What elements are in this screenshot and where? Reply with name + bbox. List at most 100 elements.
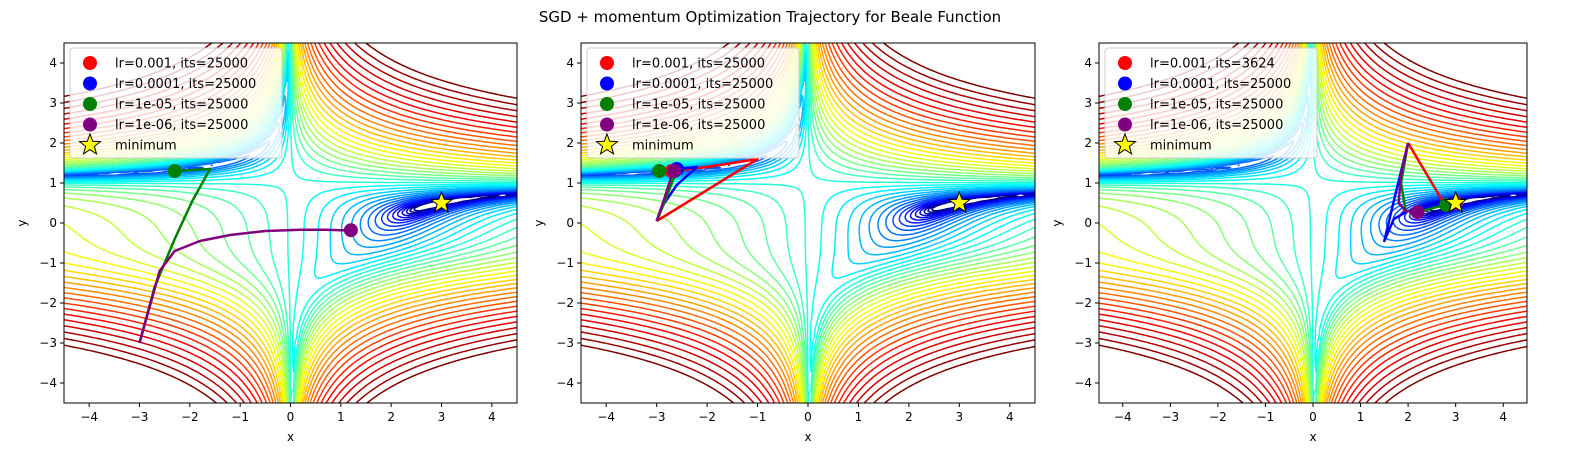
legend-label: lr=0.0001, its=25000: [115, 77, 256, 92]
x-tick-label: −3: [1161, 410, 1179, 424]
trajectory-endpoint: [343, 223, 358, 238]
x-axis-label: x: [287, 430, 294, 444]
x-tick-label: 3: [438, 410, 446, 424]
legend-star-marker: [78, 132, 102, 156]
y-tick-label: 0: [566, 216, 574, 230]
minimum-star: [1443, 190, 1468, 214]
y-tick-label: −2: [556, 296, 574, 310]
legend-box: [586, 47, 800, 159]
x-tick-label: 4: [1499, 410, 1507, 424]
x-tick-label: 4: [488, 410, 496, 424]
y-tick-label: 1: [49, 176, 57, 190]
legend-marker: [83, 76, 97, 91]
trajectory-line: [138, 228, 351, 344]
y-tick-label: −2: [39, 296, 57, 310]
y-tick-label: 3: [566, 96, 574, 110]
y-tick-label: −4: [556, 376, 574, 390]
legend-star-marker: [595, 132, 619, 156]
legend-label: lr=0.001, its=3624: [1150, 57, 1275, 72]
x-tick-label: −2: [181, 410, 199, 424]
x-tick-label: −1: [231, 410, 249, 424]
x-axis-label: x: [804, 430, 811, 444]
chart-panel: −4 −3 −2 −1 0 1 2 3 4 −4 −3 −2 −1 0 1 2 3 4 x y lr=0.001, it…: [532, 42, 1036, 444]
y-tick-label: −4: [1074, 376, 1092, 390]
y-tick-label: 3: [1084, 96, 1092, 110]
contour-level: [1099, 43, 1527, 403]
y-tick-label: 4: [566, 56, 574, 70]
x-tick-label: −2: [698, 410, 716, 424]
x-tick-label: −3: [648, 410, 666, 424]
legend-label: lr=1e-06, its=25000: [1150, 118, 1283, 133]
legend-marker: [1118, 97, 1132, 111]
y-axis-label: y: [1050, 219, 1064, 226]
legend-star-marker: [1113, 132, 1137, 156]
y-tick-label: 0: [49, 216, 57, 230]
y-axis-label: y: [532, 219, 546, 226]
legend-marker: [1118, 76, 1132, 91]
trajectories: [652, 157, 759, 223]
y-axis-label: y: [15, 219, 29, 226]
x-tick-label: 0: [804, 410, 812, 424]
x-tick-label: 1: [1357, 410, 1365, 424]
legend-marker: [1118, 117, 1132, 132]
x-tick-label: −4: [1114, 410, 1132, 424]
legend-label: lr=0.0001, its=25000: [632, 77, 773, 92]
y-tick-label: −3: [556, 336, 574, 350]
y-tick-label: 1: [1084, 176, 1092, 190]
contour-level: [64, 43, 517, 403]
y-tick-label: 4: [1084, 56, 1092, 70]
y-tick-label: 0: [1084, 216, 1092, 230]
chart-panel: −4 −3 −2 −1 0 1 2 3 4 −4 −3 −2 −1 0 1 2 3 4 x y lr=0.001, it…: [1050, 42, 1528, 444]
x-tick-label: −2: [1209, 410, 1227, 424]
trajectory-endpoint: [667, 164, 682, 178]
legend-marker: [83, 97, 97, 111]
x-axis-label: x: [1309, 430, 1316, 444]
legend-marker: [83, 117, 97, 132]
figure-suptitle: SGD + momentum Optimization Trajectory f…: [539, 8, 1001, 26]
minimum-star: [429, 190, 454, 214]
legend-label: lr=1e-05, its=25000: [115, 98, 248, 113]
legend-label: minimum: [115, 139, 177, 154]
y-tick-label: −4: [39, 376, 57, 390]
y-tick-label: 1: [566, 176, 574, 190]
x-tick-label: 0: [287, 410, 295, 424]
legend-label: lr=0.001, its=25000: [632, 57, 765, 72]
legend-box: [69, 47, 283, 159]
x-tick-label: 1: [337, 410, 345, 424]
y-tick-label: −1: [556, 256, 574, 270]
legend-label: lr=1e-05, its=25000: [632, 98, 765, 113]
legend: lr=0.001, its=3624 lr=0.0001, its=25000 lr…: [1104, 47, 1318, 159]
legend-label: lr=1e-06, its=25000: [632, 118, 765, 133]
legend-marker: [600, 97, 614, 111]
contour-level: [581, 43, 1035, 403]
trajectory-endpoint: [1410, 205, 1425, 220]
x-tick-label: 3: [956, 410, 964, 424]
trajectory-line: [1397, 142, 1418, 214]
y-tick-label: −1: [1074, 256, 1092, 270]
trajectory-endpoint: [167, 164, 182, 178]
trajectories: [138, 164, 358, 344]
x-tick-label: 4: [1006, 410, 1014, 424]
y-tick-label: 4: [49, 56, 57, 70]
legend: lr=0.001, its=25000 lr=0.0001, its=25000 l…: [586, 47, 800, 159]
legend-box: [1104, 47, 1318, 159]
x-tick-label: −1: [749, 410, 767, 424]
y-tick-label: −3: [39, 336, 57, 350]
x-tick-label: −3: [131, 410, 149, 424]
y-tick-label: 3: [49, 96, 57, 110]
y-tick-label: 2: [49, 136, 57, 150]
x-tick-label: 0: [1309, 410, 1317, 424]
x-tick-label: −4: [597, 410, 615, 424]
legend-label: lr=1e-06, its=25000: [115, 118, 248, 133]
minimum-star: [947, 190, 972, 214]
legend-label: lr=0.001, its=25000: [115, 57, 248, 72]
y-tick-label: 2: [566, 136, 574, 150]
legend-label: minimum: [632, 139, 694, 154]
y-tick-label: −1: [39, 256, 57, 270]
x-tick-label: 1: [855, 410, 863, 424]
legend-label: lr=0.0001, its=25000: [1150, 77, 1291, 92]
chart-panel: −4 −3 −2 −1 0 1 2 3 4 −4 −3 −2 −1 0 1 2 3 4 x y lr=0.001, it…: [15, 42, 518, 444]
x-tick-label: 2: [387, 410, 395, 424]
legend-marker: [600, 56, 614, 70]
